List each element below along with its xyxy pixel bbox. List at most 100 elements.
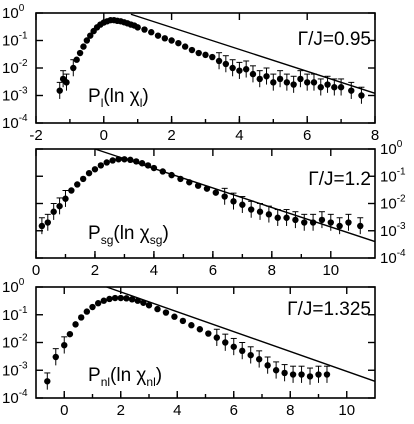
data-point — [138, 160, 146, 167]
parameter-label: Γ/J=1.325 — [287, 299, 371, 320]
data-point — [168, 37, 175, 44]
data-point — [177, 175, 184, 183]
data-point — [222, 339, 229, 346]
data-point — [91, 166, 99, 173]
data-point — [357, 222, 364, 230]
data-point — [222, 60, 230, 68]
data-point — [358, 92, 365, 99]
data-point — [281, 369, 288, 377]
x-tick-label: 2 — [117, 402, 125, 419]
data-point — [289, 371, 297, 378]
x-tick-label: 10 — [322, 262, 339, 279]
data-point — [236, 67, 243, 74]
data-point — [94, 300, 102, 307]
parameter-label: Γ/J=1.2 — [308, 169, 371, 190]
data-point — [97, 162, 105, 169]
y-tick-label: 10-1 — [380, 166, 406, 185]
data-point — [283, 79, 291, 86]
y-tick-label: 10-4 — [2, 388, 28, 407]
data-point — [276, 75, 284, 83]
data-point — [159, 168, 166, 175]
data-point — [297, 75, 304, 83]
data-point — [318, 216, 326, 224]
data-point — [44, 378, 51, 385]
data-point — [121, 156, 128, 163]
data-point — [127, 156, 134, 164]
panel-3: 0 2 4 6 8 10 100 10-1 10-2 10-3 10-4 Γ/J=1.325 Pnl(l… — [2, 277, 376, 419]
data-point — [68, 187, 75, 194]
panel-1: -2 0 2 4 6 8 100 10-1 10-2 10-3 10-4 Γ/J=0.95 Pl(ln … — [2, 3, 379, 144]
y-tick-label: 10-3 — [380, 221, 406, 240]
y-tick-label: 100 — [2, 3, 25, 22]
data-point — [76, 49, 84, 57]
data-point — [188, 322, 195, 329]
data-point — [229, 64, 236, 72]
data-point — [306, 373, 314, 380]
x-tick-label: 4 — [235, 127, 243, 144]
data-point — [264, 362, 271, 369]
data-point — [74, 181, 81, 188]
y-tick-label: 10-4 — [2, 113, 28, 132]
data-point — [221, 193, 228, 200]
data-point — [89, 303, 96, 311]
data-point — [111, 294, 119, 302]
x-tick-label: 6 — [303, 127, 311, 144]
data-point — [161, 35, 169, 42]
data-point — [309, 219, 317, 226]
data-point — [134, 24, 141, 31]
data-point — [205, 330, 212, 337]
x-tick-label: 8 — [371, 127, 379, 144]
data-point — [62, 195, 69, 202]
data-point — [301, 219, 308, 226]
data-point — [145, 302, 153, 309]
data-point — [194, 182, 202, 189]
data-point — [140, 299, 147, 306]
y-tick-label: 100 — [380, 139, 403, 158]
data-point — [44, 219, 51, 226]
data-point — [128, 296, 136, 303]
data-point — [109, 157, 116, 164]
data-point — [61, 341, 68, 349]
data-point — [133, 158, 140, 165]
y-tick-label: 10-3 — [2, 360, 28, 379]
data-point — [63, 79, 70, 86]
x-tick-label: 4 — [173, 402, 181, 419]
data-point — [188, 46, 196, 54]
data-point — [73, 56, 80, 63]
data-point — [85, 169, 93, 177]
data-point — [148, 29, 155, 36]
data-point — [242, 66, 250, 73]
data-point — [66, 330, 74, 338]
distribution-label: Pl(ln χl) — [88, 86, 149, 110]
x-tick-label: 0 — [100, 127, 108, 144]
data-point — [70, 64, 77, 72]
panel-2: 0 2 4 6 8 10 100 10-1 10-2 10-3 10-4 Γ/J=1.2 Psg(ln … — [32, 139, 406, 279]
distribution-label: Psg(ln χsg) — [88, 223, 169, 247]
x-tick-label: 8 — [268, 262, 276, 279]
parameter-label: Γ/J=0.95 — [298, 29, 371, 50]
data-point — [348, 87, 355, 94]
data-point — [304, 79, 311, 86]
data-point — [315, 371, 322, 378]
data-point — [256, 75, 263, 83]
data-point — [239, 347, 246, 355]
data-point — [134, 297, 141, 304]
y-tick-label: 10-1 — [2, 31, 28, 50]
data-point — [154, 305, 161, 313]
data-point — [247, 351, 254, 359]
x-tick-label: -2 — [29, 127, 42, 144]
data-point — [168, 171, 175, 179]
data-point — [292, 216, 299, 224]
data-point — [230, 198, 237, 205]
data-point — [115, 156, 122, 163]
data-point — [100, 297, 108, 304]
data-point — [103, 159, 110, 166]
data-point — [212, 189, 220, 196]
data-point — [72, 321, 79, 328]
data-point — [336, 222, 343, 230]
data-point — [144, 162, 152, 169]
data-point — [56, 87, 63, 94]
y-tick-label: 10-1 — [2, 305, 28, 324]
data-point — [247, 206, 255, 213]
